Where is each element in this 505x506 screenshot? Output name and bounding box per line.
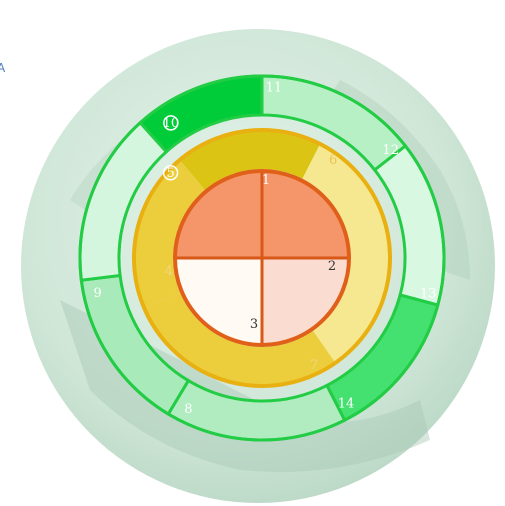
middle-7-label: 7	[310, 358, 318, 373]
outer-12-label: 12	[382, 143, 399, 158]
edge-mark-text: A	[0, 61, 6, 75]
middle-ring	[132, 128, 392, 388]
outer-11-label: 11	[266, 80, 283, 95]
middle-ring-border	[132, 128, 392, 388]
inner-quadrant-4-quadrant	[175, 171, 262, 258]
inner-quadrant-2	[262, 258, 349, 345]
outer-ring-border	[78, 74, 446, 442]
inner-3-label: 3	[250, 317, 258, 332]
middle-5-label: 5	[166, 166, 174, 181]
middle-segment-6	[302, 143, 390, 363]
inner-circle-border	[173, 169, 351, 347]
inner-quadrant-1	[262, 171, 349, 258]
inner-2-label: 2	[328, 259, 336, 274]
outer-13-label: 13	[420, 286, 437, 301]
middle-5-badge	[162, 165, 179, 181]
outer-8-label: 8	[184, 402, 192, 417]
inner-quadrant-3	[175, 258, 262, 345]
outer-14-label: 14	[338, 396, 355, 411]
outer-ring	[78, 74, 446, 442]
inner-circle	[173, 169, 351, 347]
middle-segment-7	[144, 292, 336, 386]
earth-landmass-south	[60, 300, 430, 472]
middle-4-label: 4	[165, 264, 173, 279]
outer-10-badge	[163, 115, 179, 131]
inner-1-label: 1	[262, 173, 270, 188]
outer-10-label: 10	[163, 116, 180, 131]
outer-9-label: 9	[94, 286, 102, 301]
middle-segment-5	[179, 130, 321, 190]
middle-6-label: 6	[329, 153, 337, 168]
